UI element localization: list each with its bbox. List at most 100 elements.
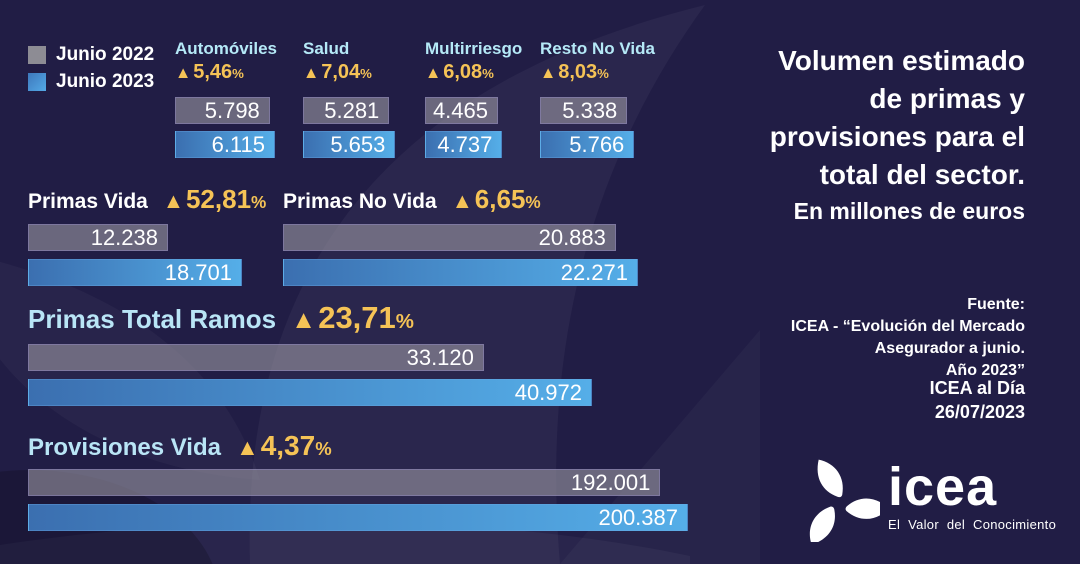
column-automoviles: Automóviles ▲ 5,46% 5.798 6.115 bbox=[175, 38, 277, 158]
bar-junio-2022: 5.281 bbox=[303, 97, 390, 124]
column-multirriesgo: Multirriesgo ▲ 6,08% 4.465 4.737 bbox=[425, 38, 522, 158]
up-triangle-icon: ▲ bbox=[162, 189, 184, 213]
publication-name: ICEA al Día bbox=[929, 378, 1025, 398]
percent-sign: % bbox=[315, 438, 332, 459]
bar-value: 200.387 bbox=[598, 504, 678, 530]
bar-value: 5.766 bbox=[569, 131, 625, 157]
bar-value: 4.737 bbox=[437, 131, 493, 157]
change-percent: ▲4,37% bbox=[236, 430, 332, 462]
bar-value: 5.281 bbox=[324, 97, 380, 123]
up-triangle-icon: ▲ bbox=[425, 64, 442, 82]
bar-junio-2022: 4.465 bbox=[425, 97, 498, 124]
bar-junio-2023: 200.387 bbox=[28, 504, 688, 531]
change-percent: ▲6,65% bbox=[452, 184, 541, 215]
change-percent: ▲23,71% bbox=[291, 300, 414, 336]
column-salud: Salud ▲ 7,04% 5.281 5.653 bbox=[303, 38, 396, 158]
change-percent: ▲ 7,04% bbox=[303, 59, 395, 87]
row-primas-no-vida: Primas No Vida ▲6,65% 20.883 22.271 bbox=[283, 184, 638, 286]
up-triangle-icon: ▲ bbox=[291, 306, 317, 334]
row-header: Primas Total Ramos ▲23,71% bbox=[28, 300, 592, 336]
percent-value: 52,81 bbox=[185, 184, 252, 214]
legend-label: Junio 2022 bbox=[56, 44, 155, 65]
percent-value: 5,46 bbox=[193, 61, 233, 83]
change-percent: ▲ 6,08% bbox=[425, 59, 522, 87]
category-label: Resto No Vida bbox=[540, 39, 655, 58]
bar-value: 4.465 bbox=[432, 97, 488, 123]
percent-value: 6,65 bbox=[474, 184, 526, 214]
bar-junio-2022: 20.883 bbox=[283, 224, 616, 251]
bar-junio-2022: 5.338 bbox=[540, 97, 628, 124]
percent-value: 6,08 bbox=[443, 61, 483, 83]
percent-value: 7,04 bbox=[321, 61, 361, 83]
bar-value: 5.653 bbox=[330, 131, 386, 157]
bar-junio-2022: 12.238 bbox=[28, 224, 168, 251]
title-line: total del sector. bbox=[819, 159, 1025, 190]
legend-swatch-2022 bbox=[28, 46, 46, 64]
category-label: Primas Total Ramos bbox=[28, 304, 277, 334]
logo-tagline: El Valor del Conocimiento bbox=[888, 517, 1057, 532]
source-line: Asegurador a junio. bbox=[874, 340, 1025, 357]
up-triangle-icon: ▲ bbox=[540, 64, 557, 82]
percent-sign: % bbox=[525, 192, 541, 212]
logo-wordmark: icea bbox=[888, 457, 998, 517]
category-label: Provisiones Vida bbox=[28, 434, 221, 461]
bar-value: 20.883 bbox=[538, 224, 606, 250]
publication-date: 26/07/2023 bbox=[934, 402, 1025, 422]
title-line: Volumen estimado bbox=[778, 45, 1025, 76]
legend-item-junio-2022: Junio 2022 bbox=[28, 44, 154, 66]
bar-value: 40.972 bbox=[514, 379, 582, 405]
percent-sign: % bbox=[482, 66, 494, 81]
bar-junio-2023: 5.653 bbox=[303, 131, 396, 158]
percent-sign: % bbox=[360, 66, 372, 81]
up-triangle-icon: ▲ bbox=[175, 64, 192, 82]
icea-trefoil-icon bbox=[809, 459, 880, 542]
row-primas-total-ramos: Primas Total Ramos ▲23,71% 33.120 40.972 bbox=[28, 300, 592, 406]
bar-junio-2023: 40.972 bbox=[28, 379, 592, 406]
percent-value: 23,71 bbox=[318, 300, 396, 335]
bar-value: 5.338 bbox=[562, 97, 618, 123]
source-line: Año 2023” bbox=[945, 362, 1025, 379]
bar-junio-2023: 6.115 bbox=[175, 131, 275, 158]
category-label: Primas No Vida bbox=[283, 190, 437, 213]
bar-value: 5.798 bbox=[204, 97, 260, 123]
change-percent: ▲52,81% bbox=[163, 184, 266, 215]
category-label: Multirriesgo bbox=[425, 39, 523, 58]
percent-sign: % bbox=[232, 66, 244, 81]
bar-value: 18.701 bbox=[164, 259, 232, 285]
logo-text-block: icea El Valor del Conocimiento bbox=[888, 458, 1056, 532]
percent-value: 8,03 bbox=[558, 61, 598, 83]
page-title: Volumen estimado de primas y provisiones… bbox=[770, 42, 1025, 194]
up-triangle-icon: ▲ bbox=[451, 189, 473, 213]
change-percent: ▲ 5,46% bbox=[175, 59, 277, 87]
percent-sign: % bbox=[251, 192, 267, 212]
row-primas-vida: Primas Vida ▲52,81% 12.238 18.701 bbox=[28, 184, 266, 286]
legend: Junio 2022 Junio 2023 bbox=[28, 44, 154, 98]
bar-value: 6.115 bbox=[211, 131, 265, 157]
source-line: ICEA - “Evolución del Mercado bbox=[790, 318, 1025, 335]
row-provisiones-vida: Provisiones Vida ▲4,37% 192.001 200.387 bbox=[28, 430, 688, 531]
legend-item-junio-2023: Junio 2023 bbox=[28, 71, 154, 93]
row-header: Provisiones Vida ▲4,37% bbox=[28, 430, 688, 463]
category-label: Primas Vida bbox=[28, 190, 148, 213]
bar-value: 192.001 bbox=[570, 469, 651, 495]
bar-junio-2023: 22.271 bbox=[283, 259, 638, 286]
change-percent: ▲ 8,03% bbox=[540, 59, 655, 87]
bar-junio-2023: 18.701 bbox=[28, 259, 242, 286]
title-line: de primas y bbox=[869, 83, 1025, 114]
legend-swatch-2023 bbox=[28, 73, 46, 91]
bar-junio-2023: 5.766 bbox=[540, 131, 635, 158]
bar-value: 22.271 bbox=[560, 259, 628, 285]
row-header: Primas Vida ▲52,81% bbox=[28, 184, 266, 215]
bar-junio-2022: 192.001 bbox=[28, 469, 661, 496]
publication-info: ICEA al Día 26/07/2023 bbox=[930, 376, 1025, 424]
icea-logo: icea El Valor del Conocimiento bbox=[796, 458, 1056, 542]
bar-junio-2023: 4.737 bbox=[425, 131, 503, 158]
source-line: Fuente: bbox=[967, 296, 1025, 313]
category-label: Automóviles bbox=[175, 39, 278, 58]
percent-value: 4,37 bbox=[260, 430, 316, 461]
up-triangle-icon: ▲ bbox=[303, 64, 320, 82]
percent-sign: % bbox=[597, 66, 609, 81]
bar-value: 12.238 bbox=[90, 224, 158, 250]
page-subtitle: En millones de euros bbox=[793, 198, 1025, 224]
